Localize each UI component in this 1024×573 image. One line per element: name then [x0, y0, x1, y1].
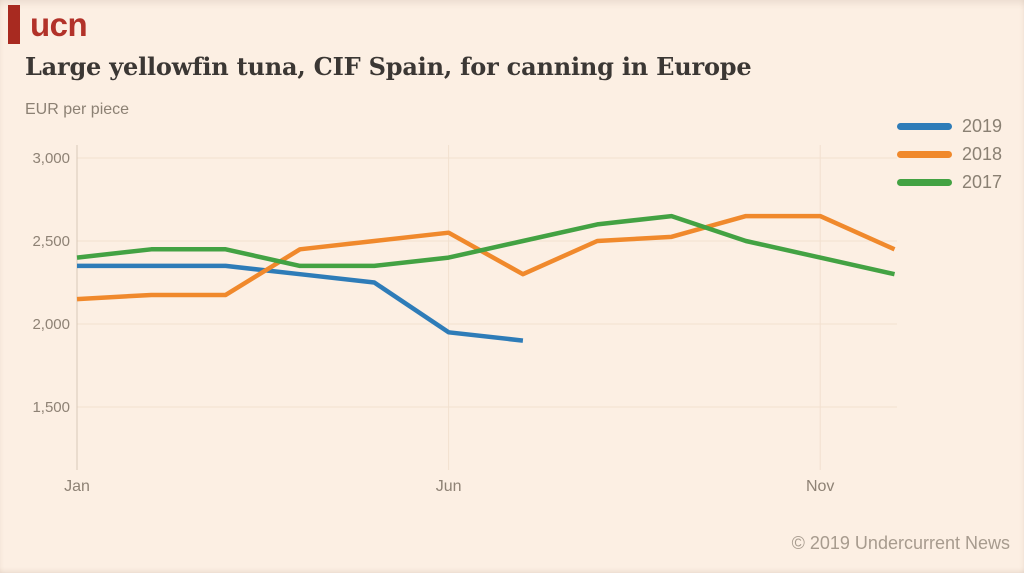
series-line-2019	[77, 263, 524, 343]
legend-item-2019[interactable]: 2019	[896, 112, 1002, 140]
y-tick-label: 3,000	[32, 150, 70, 167]
ucn-logo: ucn	[8, 5, 88, 44]
legend-item-2017[interactable]: 2017	[896, 168, 1002, 196]
x-tick-label: Nov	[806, 478, 834, 495]
copyright-credit: © 2019 Undercurrent News	[791, 533, 1010, 553]
x-tick-label: Jan	[64, 478, 90, 495]
legend-label-2019: 2019	[961, 115, 1002, 136]
x-tick-label: Jun	[436, 478, 462, 495]
legend-item-2018[interactable]: 2018	[896, 140, 1002, 168]
legend-label-2017: 2017	[961, 171, 1002, 192]
legend-swatch-2017-icon	[896, 178, 952, 186]
y-tick-label: 1,500	[32, 399, 70, 416]
series-line-2018	[76, 213, 896, 302]
y-tick-label: 2,000	[32, 316, 70, 333]
y-tick-label: 2,500	[32, 233, 70, 250]
legend-swatch-2018-icon	[896, 150, 952, 158]
legend-swatch-2019-icon	[896, 122, 952, 130]
chart-title: Large yellowfin tuna, CIF Spain, for can…	[25, 52, 752, 81]
legend-label-2018: 2018	[961, 143, 1002, 164]
series-line-2017	[76, 213, 896, 277]
y-axis-unit-label: EUR per piece	[25, 101, 130, 118]
legend: 2019 2018 2017	[896, 112, 1002, 196]
logo-text: ucn	[30, 6, 88, 43]
logo-bar-icon	[8, 5, 20, 44]
